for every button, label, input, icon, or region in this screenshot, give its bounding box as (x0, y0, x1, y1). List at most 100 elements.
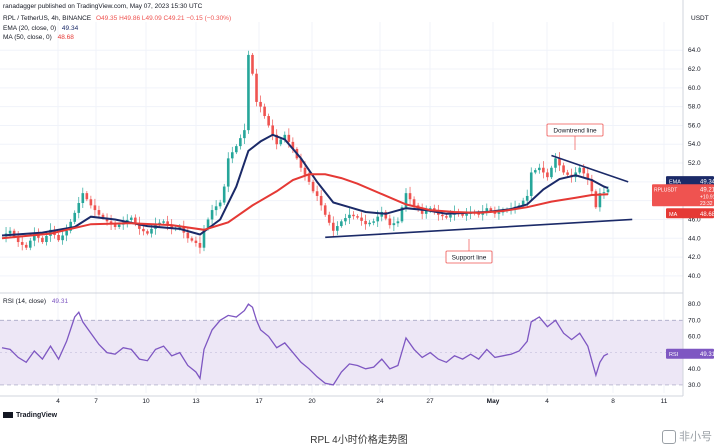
price-axis-tick: 54.0 (688, 141, 701, 148)
price-axis-tick: 60.0 (688, 85, 701, 92)
candles (4, 50, 610, 254)
ema-tag-label: EMA (669, 180, 681, 186)
candle-body (291, 141, 295, 149)
candle-body (554, 158, 557, 168)
candle-body (259, 101, 262, 107)
candle-body (582, 167, 586, 174)
ma-line (1, 173, 609, 240)
time-axis-tick: 4 (545, 398, 549, 405)
candle-body (251, 54, 254, 74)
downtrend-line[interactable] (551, 154, 629, 183)
time-axis-tick: 8 (611, 398, 615, 405)
tradingview-mark-icon (3, 412, 13, 419)
candle-body (93, 205, 97, 211)
candle-body (331, 222, 335, 231)
rsi-indicator (1, 303, 609, 386)
candle-body (392, 223, 396, 226)
candle-body (162, 221, 165, 223)
candle-body (533, 170, 537, 173)
trendlines: Downtrend line Support line (325, 123, 633, 264)
candle-body (138, 223, 141, 229)
ema-legend-value: 49.34 (61, 25, 79, 32)
time-axis-tick: 27 (426, 398, 434, 405)
candle-body (218, 202, 222, 207)
candle-body (327, 214, 331, 223)
rsi-tag-value: 49.31 (700, 352, 716, 358)
candle-body (590, 179, 594, 192)
candle-body (525, 195, 529, 201)
candle-body (85, 193, 89, 200)
price-tag-symbol: RPLUSDT (654, 187, 677, 193)
candle-body (307, 174, 311, 182)
candle-body (105, 218, 109, 222)
candle-body (344, 218, 347, 222)
candle-body (243, 130, 246, 139)
chart-caption: RPL 4小时价格走势图 (310, 435, 408, 446)
candle-body (33, 233, 36, 241)
candle-body (372, 221, 375, 223)
candle-body (146, 231, 149, 234)
candle-body (449, 214, 452, 218)
candle-body (113, 224, 117, 227)
candle-body (303, 167, 307, 175)
candle-body (566, 172, 569, 175)
candle-body (134, 217, 137, 224)
candle-body (12, 230, 16, 237)
ema-legend-label: EMA (20, close, 0) (3, 25, 57, 32)
rsi-axis-tick: 70.0 (688, 317, 701, 324)
time-axis-tick: 11 (661, 398, 668, 405)
rsi-grid (0, 319, 683, 386)
candle-body (230, 152, 234, 159)
candle-body (263, 106, 266, 117)
ma-legend-label: MA (50, close, 0) (3, 34, 52, 41)
candle-body (489, 208, 493, 212)
ma-legend[interactable]: MA (50, close, 0) 48.68 (3, 34, 74, 42)
candle-body (388, 218, 392, 226)
candle-body (497, 212, 501, 214)
candle-body (194, 240, 198, 243)
candle-body (190, 238, 194, 241)
ma-legend-value: 48.68 (57, 34, 74, 41)
candle-body (323, 205, 327, 215)
candle-body (441, 214, 444, 217)
rsi-legend[interactable]: RSI (14, close) 49.31 (3, 298, 68, 306)
candle-body (20, 242, 24, 245)
candle-body (606, 189, 610, 193)
rsi-legend-label: RSI (14, close) (3, 298, 46, 305)
ema-legend[interactable]: EMA (20, close, 0) 49.34 (3, 25, 78, 33)
candle-body (465, 213, 468, 216)
candle-body (408, 193, 412, 200)
time-axis-tick: 13 (192, 398, 200, 405)
symbol-name[interactable]: RPL / TetherUS, 4h, BINANCE (3, 15, 92, 22)
candle-body (283, 134, 287, 140)
ma-tag-value: 48.68 (700, 212, 716, 218)
candle-body (178, 226, 182, 228)
rsi-axis-tick: 40.0 (688, 366, 701, 373)
candle-body (340, 221, 343, 227)
support-line[interactable] (325, 218, 633, 239)
candle-body (336, 226, 339, 231)
candle-body (542, 167, 545, 173)
candle-body (562, 165, 565, 173)
candle-body (202, 228, 206, 248)
candle-body (400, 207, 404, 222)
candle-body (61, 235, 64, 241)
price-axis-tick: 64.0 (688, 47, 701, 54)
ema-tag-value: 49.34 (700, 180, 716, 186)
price-tag-bg (652, 184, 714, 207)
candle-body (222, 186, 226, 203)
candle-body (594, 191, 598, 208)
candle-body (311, 181, 315, 192)
candle-body (424, 211, 428, 214)
rsi-axis-tick: 30.0 (688, 382, 701, 389)
price-axis-tick: 46.0 (688, 216, 701, 223)
rsi-tag-label: RSI (669, 352, 679, 358)
symbol-line: RPL / TetherUS, 4h, BINANCE O49.35 H49.8… (3, 15, 231, 23)
tradingview-logo[interactable]: TradingView (3, 412, 57, 419)
candle-body (97, 210, 101, 215)
price-axis-tick: 58.0 (688, 104, 701, 111)
candle-body (57, 234, 60, 241)
candle-body (538, 167, 541, 171)
candle-body (602, 192, 606, 194)
